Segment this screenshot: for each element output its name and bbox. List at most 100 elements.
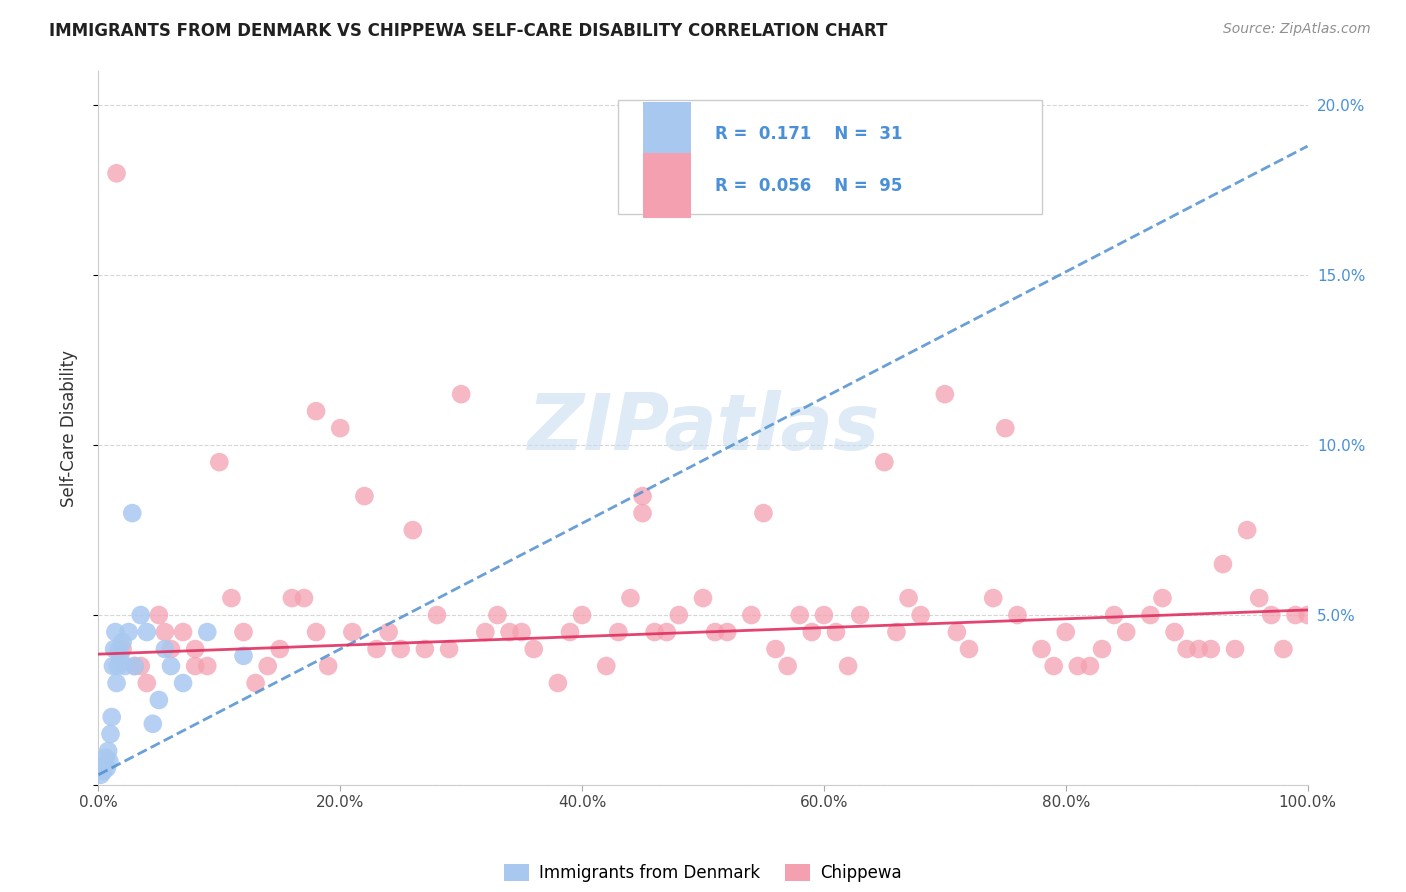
Point [232,648,254,663]
Point [195,625,218,640]
Point [437,642,460,657]
Point [934,387,956,401]
Point [129,659,152,673]
Point [184,642,207,657]
Point [153,642,176,657]
Point [172,625,194,640]
Point [172,676,194,690]
Point [523,642,546,657]
Point [256,659,278,673]
Point [1272,642,1295,657]
Point [765,642,787,657]
Point [1284,608,1306,623]
Point [101,659,124,673]
Point [1067,659,1090,673]
Point [957,642,980,657]
Point [825,625,848,640]
Point [619,591,641,605]
Point [595,659,617,673]
Point [498,625,520,640]
Point [305,625,328,640]
Point [571,608,593,623]
Point [342,625,364,640]
Point [377,625,399,640]
Point [160,642,183,657]
Point [100,710,122,724]
Point [91,761,114,775]
Point [121,506,143,520]
Point [910,608,932,623]
Point [148,693,170,707]
Point [1188,642,1211,657]
Point [105,166,128,180]
Point [547,676,569,690]
Point [1260,608,1282,623]
Point [148,608,170,623]
Point [1223,642,1246,657]
Point [946,625,969,640]
Point [789,608,811,623]
Point [813,608,835,623]
Point [124,659,146,673]
Point [1078,659,1101,673]
Point [631,506,654,520]
Point [716,625,738,640]
Point [1212,557,1234,571]
Point [692,591,714,605]
Point [292,591,315,605]
Point [1054,625,1077,640]
Point [1007,608,1029,623]
Point [208,455,231,469]
Point [1152,591,1174,605]
Point [886,625,908,640]
Point [776,659,799,673]
Point [994,421,1017,435]
Text: R =  0.056    N =  95: R = 0.056 N = 95 [716,177,903,194]
Point [232,625,254,640]
Point [111,635,134,649]
Text: IMMIGRANTS FROM DENMARK VS CHIPPEWA SELF-CARE DISABILITY CORRELATION CHART: IMMIGRANTS FROM DENMARK VS CHIPPEWA SELF… [49,22,887,40]
Point [96,761,118,775]
Point [1115,625,1137,640]
Point [1296,608,1319,623]
Point [153,625,176,640]
FancyBboxPatch shape [643,153,690,218]
Point [245,676,267,690]
Point [97,744,120,758]
Point [108,642,131,657]
Point [1236,523,1258,537]
Point [704,625,727,640]
Point [752,506,775,520]
Point [644,625,666,640]
Point [142,716,165,731]
Point [1031,642,1053,657]
Point [105,676,128,690]
Point [413,642,436,657]
Point [98,754,121,768]
Point [366,642,388,657]
Point [668,608,690,623]
Point [558,625,581,640]
Point [837,659,859,673]
Point [135,625,157,640]
Point [114,659,136,673]
Legend: Immigrants from Denmark, Chippewa: Immigrants from Denmark, Chippewa [498,857,908,889]
Point [90,768,112,782]
Text: ZIPatlas: ZIPatlas [527,390,879,467]
Point [316,659,339,673]
Point [107,659,129,673]
Point [1249,591,1271,605]
Point [129,608,152,623]
Point [474,625,496,640]
Point [655,625,678,640]
Point [740,608,762,623]
FancyBboxPatch shape [619,100,1042,214]
Point [1102,608,1125,623]
Point [108,648,131,663]
Point [897,591,920,605]
FancyBboxPatch shape [643,102,690,166]
Point [402,523,425,537]
Point [195,659,218,673]
Text: R =  0.171    N =  31: R = 0.171 N = 31 [716,125,903,143]
Point [426,608,449,623]
